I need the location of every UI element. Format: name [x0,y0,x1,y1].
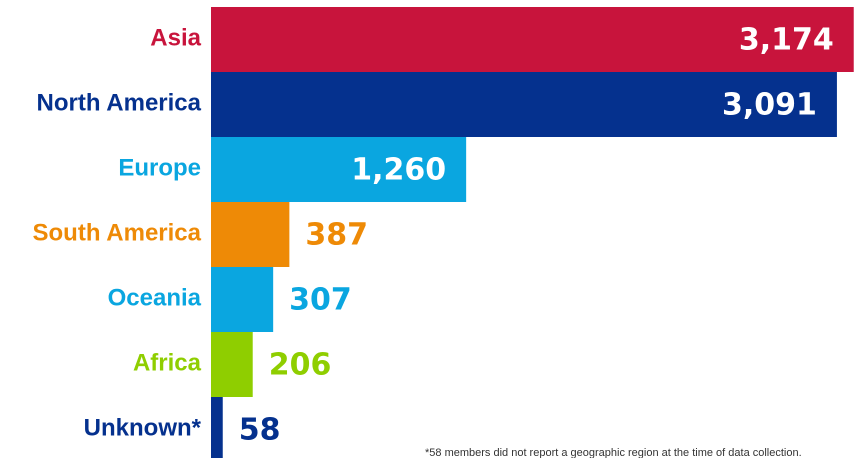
bar-oceania [211,267,274,332]
category-label: South America [33,219,202,246]
category-label: Africa [133,349,202,376]
value-label: 58 [239,413,281,448]
category-label: Europe [118,154,201,181]
bar-north-america [211,72,837,137]
value-label: 387 [305,218,368,253]
bar-south-america [211,202,290,267]
category-label: North America [37,89,202,116]
category-label: Unknown* [84,414,202,441]
category-label: Asia [150,24,201,51]
bar-africa [211,332,253,397]
category-label: Oceania [108,284,202,311]
bar-unknown [211,397,223,458]
bar-europe [211,137,467,202]
bar-asia [211,7,854,72]
value-label: 3,091 [722,88,817,123]
bars-group [211,7,854,458]
labels-group: Asia 3,174 North America 3,091 Europe 1,260 So… [33,23,834,448]
value-label: 206 [269,348,332,383]
footnote: *58 members did not report a geographic … [425,447,802,458]
value-label: 3,174 [739,23,834,58]
value-label: 1,260 [351,153,446,188]
value-label: 307 [289,283,352,318]
